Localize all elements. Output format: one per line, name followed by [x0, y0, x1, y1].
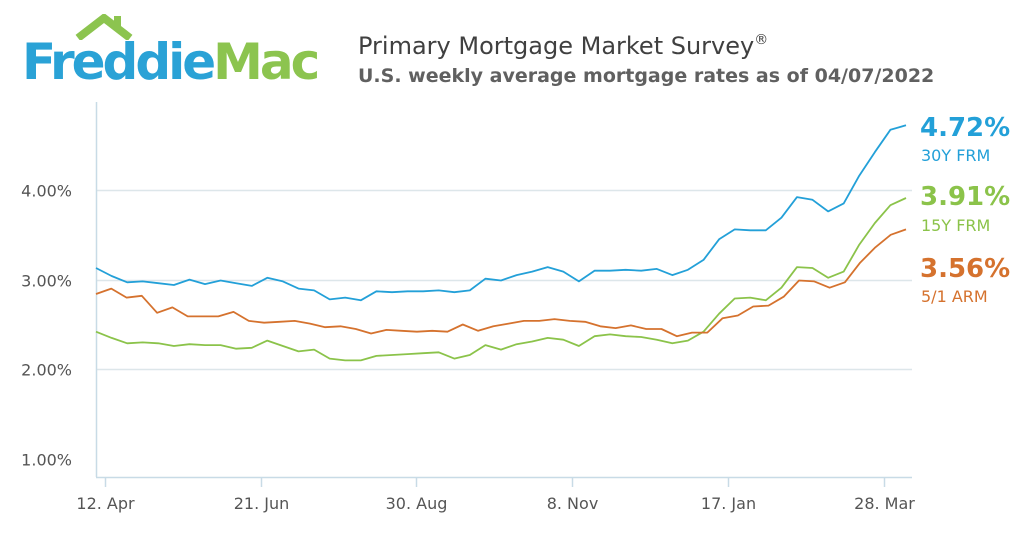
series-lines [95, 124, 907, 362]
chart-title-text: Primary Mortgage Market Survey [358, 32, 755, 60]
chart-title: Primary Mortgage Market Survey® [358, 25, 934, 61]
y-tick-label: 1.00% [21, 451, 72, 470]
series-name-label: 15Y FRM [921, 216, 990, 235]
y-tick-label: 2.00% [21, 361, 72, 380]
house-roof-icon [75, 14, 133, 40]
end-value-label: 3.91% [920, 182, 1010, 212]
series-line-30y-frm [95, 124, 907, 302]
axes: 1.00% 2.00% 3.00% 4.00% 12. Apr 21. Jun 30. Au… [21, 102, 915, 513]
x-tick-label: 17. Jan [701, 494, 756, 513]
x-tick-label: 28. Mar [854, 494, 915, 513]
end-value-label: 3.56% [920, 254, 1010, 284]
series-line-5-1-arm [95, 228, 907, 338]
x-tick-label: 21. Jun [234, 494, 290, 513]
series-line-15y-frm [95, 197, 907, 362]
x-tick-label: 8. Nov [547, 494, 599, 513]
x-tick-label: 30. Aug [386, 494, 448, 513]
y-tick-label: 4.00% [21, 182, 72, 201]
series-name-label: 30Y FRM [921, 146, 990, 165]
y-tick-label: 3.00% [21, 272, 72, 291]
freddie-mac-logo: FreddieMac [22, 14, 332, 94]
chart-header: Primary Mortgage Market Survey® U.S. wee… [358, 25, 934, 87]
chart-subtitle: U.S. weekly average mortgage rates as of… [358, 65, 935, 87]
x-tick-label: 12. Apr [76, 494, 135, 513]
logo-text-mac: Mac [213, 33, 320, 91]
registered-mark: ® [754, 32, 769, 48]
end-value-label: 4.72% [920, 113, 1010, 143]
series-name-label: 5/1 ARM [921, 287, 988, 306]
logo-text-freddie: Freddie [22, 33, 216, 91]
end-labels: 4.72% 30Y FRM 3.91% 15Y FRM 3.56% 5/1 ARM [920, 113, 1010, 306]
logo-wordmark: FreddieMac [22, 32, 320, 92]
grid-lines [96, 189, 912, 371]
